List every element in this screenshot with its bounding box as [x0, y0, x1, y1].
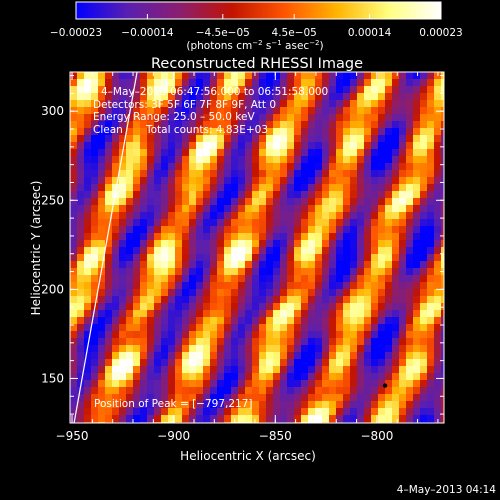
- peak-position-text: Position of Peak = [−797,217]: [94, 398, 253, 410]
- x-tick-label: −950: [56, 429, 89, 443]
- energy-range-text: Energy Range: 25.0 – 50.0 keV: [93, 111, 255, 123]
- x-axis-label: Heliocentric X (arcsec): [180, 449, 316, 463]
- colorbar-tick-label: −4.5e−05: [196, 27, 250, 39]
- algorithm-text: Clean: [93, 124, 123, 136]
- y-axis-label: Heliocentric Y (arcsec): [29, 181, 43, 316]
- y-tick-label: 200: [41, 282, 64, 296]
- colorbar-ticks: −0.00023 −0.00014 −4.5e−05 4.5e−05 0.00014 0.…: [50, 14, 463, 39]
- colorbar-unit-label: (photons cm−2 s−1 asec−2): [186, 39, 323, 52]
- chart-title: Reconstructed RHESSI Image: [151, 56, 363, 72]
- total-counts-text: Total counts: 4.83E+03: [145, 124, 268, 136]
- peak-marker: [382, 383, 388, 388]
- unit-exp-1: −2: [252, 39, 262, 47]
- y-tick-label: 150: [41, 371, 64, 385]
- colorbar-tick-label: 0.00023: [419, 27, 462, 39]
- y-tick-label: 300: [41, 104, 64, 118]
- colorbar-tick-label: 0.00014: [348, 27, 392, 39]
- unit-exp-2: −1: [271, 39, 281, 47]
- colorbar-tick-label: −0.00023: [50, 27, 102, 39]
- time-range-text: 4–May–2013 06:47:56.000 to 06:51:58.000: [101, 86, 328, 98]
- colorbar-tick-label: −0.00014: [121, 27, 174, 39]
- colorbar: [75, 1, 442, 20]
- plot-frame: [69, 71, 445, 424]
- solar-limb-line: [73, 71, 138, 424]
- x-tick-label: −900: [157, 429, 190, 443]
- footer-timestamp: 4–May–2013 04:14: [397, 484, 497, 496]
- x-tick-label: −850: [259, 429, 292, 443]
- colorbar-tick-label: 4.5e−05: [272, 27, 317, 39]
- y-tick-label: 250: [41, 193, 64, 207]
- detectors-text: Detectors: 3F 5F 6F 7F 8F 9F, Att 0: [93, 99, 276, 111]
- annotation-block: 4–May–2013 06:47:56.000 to 06:51:58.000 …: [93, 86, 328, 410]
- axis-ticks: −950 −900 −850 −800 150 200 250 300: [41, 72, 444, 443]
- unit-exp-3: −2: [309, 39, 319, 47]
- x-tick-label: −800: [360, 429, 393, 443]
